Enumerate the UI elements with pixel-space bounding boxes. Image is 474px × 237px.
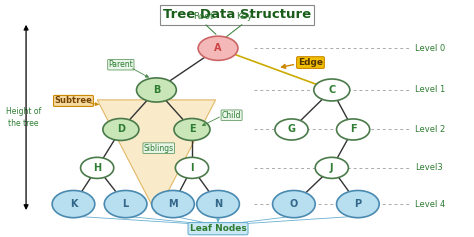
- Text: J: J: [330, 163, 334, 173]
- Text: Level 0: Level 0: [415, 44, 445, 53]
- Ellipse shape: [104, 191, 147, 218]
- Text: A: A: [214, 43, 222, 53]
- Text: Key: Key: [236, 12, 252, 21]
- Text: Subtree: Subtree: [55, 96, 92, 105]
- Text: Level 4: Level 4: [415, 200, 445, 209]
- Ellipse shape: [337, 119, 370, 140]
- Text: O: O: [290, 199, 298, 209]
- Ellipse shape: [152, 191, 194, 218]
- Ellipse shape: [198, 36, 238, 60]
- Ellipse shape: [174, 118, 210, 141]
- Ellipse shape: [314, 79, 350, 101]
- Text: Level 1: Level 1: [415, 86, 445, 95]
- Text: I: I: [190, 163, 194, 173]
- Text: K: K: [70, 199, 77, 209]
- Ellipse shape: [275, 119, 308, 140]
- Text: C: C: [328, 85, 336, 95]
- Ellipse shape: [273, 191, 315, 218]
- Text: Leaf Nodes: Leaf Nodes: [190, 224, 246, 233]
- Ellipse shape: [103, 118, 139, 141]
- Ellipse shape: [52, 191, 95, 218]
- Ellipse shape: [137, 78, 176, 102]
- Text: Root: Root: [193, 12, 214, 21]
- Text: F: F: [350, 124, 356, 134]
- Text: Level 2: Level 2: [415, 125, 445, 134]
- Ellipse shape: [175, 157, 209, 178]
- Text: Edge: Edge: [298, 58, 323, 67]
- Ellipse shape: [337, 191, 379, 218]
- Text: H: H: [93, 163, 101, 173]
- Polygon shape: [97, 100, 216, 214]
- Text: Parent: Parent: [109, 60, 133, 69]
- Text: M: M: [168, 199, 178, 209]
- Text: N: N: [214, 199, 222, 209]
- Text: Height of
the tree: Height of the tree: [6, 107, 41, 128]
- Text: G: G: [288, 124, 295, 134]
- Ellipse shape: [197, 191, 239, 218]
- Text: E: E: [189, 124, 195, 134]
- Text: D: D: [117, 124, 125, 134]
- Ellipse shape: [81, 157, 114, 178]
- Text: P: P: [354, 199, 362, 209]
- Text: Tree Data Structure: Tree Data Structure: [163, 8, 311, 21]
- Ellipse shape: [315, 157, 348, 178]
- Text: B: B: [153, 85, 160, 95]
- Text: Level3: Level3: [415, 163, 443, 172]
- Text: L: L: [122, 199, 129, 209]
- Text: Siblings: Siblings: [144, 144, 174, 153]
- Text: Child: Child: [222, 111, 241, 120]
